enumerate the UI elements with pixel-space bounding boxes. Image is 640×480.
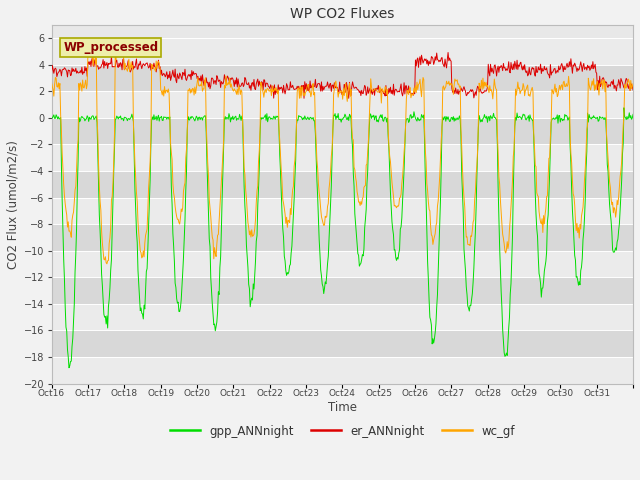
Bar: [52, 65, 633, 91]
Bar: [52, 357, 633, 384]
gpp_ANNnight: [275, 114, 282, 120]
gpp_ANNnight: [65, 365, 73, 371]
Bar: [52, 277, 633, 304]
wc_gf: [118, 51, 125, 57]
Text: WP_processed: WP_processed: [63, 41, 158, 54]
er_ANNnight: [48, 71, 56, 76]
Bar: [52, 251, 633, 277]
er_ANNnight: [345, 96, 353, 101]
Line: er_ANNnight: er_ANNnight: [52, 52, 633, 98]
wc_gf: [275, 126, 283, 132]
wc_gf: [253, 188, 261, 193]
Line: gpp_ANNnight: gpp_ANNnight: [52, 108, 633, 368]
wc_gf: [225, 80, 232, 85]
wc_gf: [629, 81, 637, 86]
gpp_ANNnight: [436, 223, 444, 228]
Bar: [52, 224, 633, 251]
Bar: [52, 198, 633, 224]
gpp_ANNnight: [403, 116, 411, 122]
gpp_ANNnight: [48, 114, 56, 120]
er_ANNnight: [274, 90, 282, 96]
er_ANNnight: [629, 87, 637, 93]
gpp_ANNnight: [252, 239, 260, 244]
er_ANNnight: [252, 87, 259, 93]
wc_gf: [404, 88, 412, 94]
Legend: gpp_ANNnight, er_ANNnight, wc_gf: gpp_ANNnight, er_ANNnight, wc_gf: [165, 420, 519, 442]
Bar: [52, 38, 633, 65]
Bar: [52, 304, 633, 331]
Bar: [52, 91, 633, 118]
wc_gf: [48, 80, 56, 85]
gpp_ANNnight: [620, 105, 628, 110]
wc_gf: [436, 156, 444, 162]
X-axis label: Time: Time: [328, 401, 357, 414]
er_ANNnight: [436, 58, 444, 63]
Bar: [52, 171, 633, 198]
wc_gf: [103, 261, 111, 267]
Title: WP CO2 Fluxes: WP CO2 Fluxes: [290, 7, 394, 21]
er_ANNnight: [116, 64, 124, 70]
gpp_ANNnight: [629, 111, 637, 117]
Line: wc_gf: wc_gf: [52, 47, 633, 264]
gpp_ANNnight: [116, 113, 124, 119]
er_ANNnight: [403, 90, 411, 96]
gpp_ANNnight: [223, 115, 231, 120]
er_ANNnight: [223, 76, 230, 82]
Bar: [52, 144, 633, 171]
Y-axis label: CO2 Flux (umol/m2/s): CO2 Flux (umol/m2/s): [7, 140, 20, 269]
wc_gf: [115, 44, 122, 49]
Bar: [52, 118, 633, 144]
er_ANNnight: [444, 49, 452, 55]
Bar: [52, 331, 633, 357]
